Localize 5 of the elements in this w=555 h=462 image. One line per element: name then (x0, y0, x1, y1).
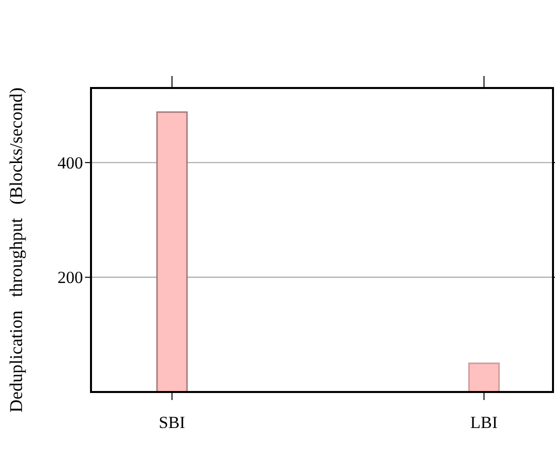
y-tick-label: 400 (58, 154, 83, 173)
y-axis-title: Deduplication throughput (Blocks/second) (6, 88, 26, 412)
x-tick-label: SBI (158, 413, 186, 432)
x-tick-label: LBI (470, 413, 498, 432)
y-tick-label: 200 (58, 268, 83, 288)
